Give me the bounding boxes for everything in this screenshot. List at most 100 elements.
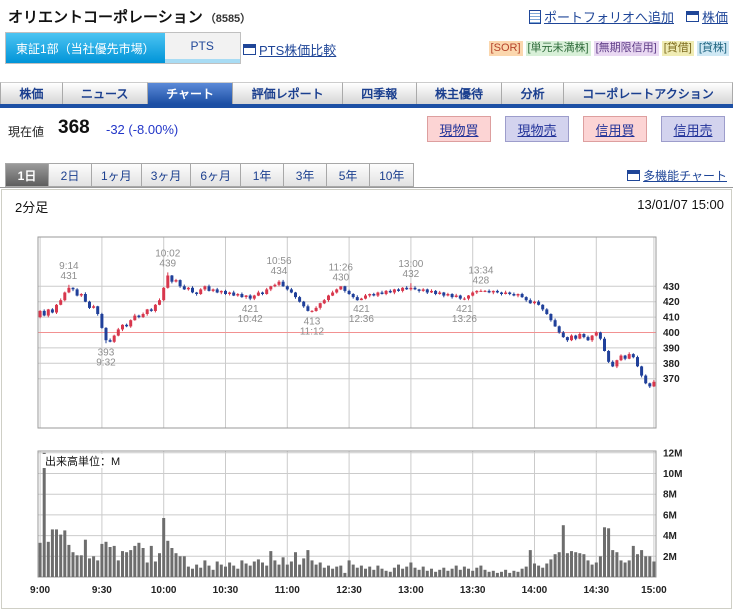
svg-text:9:30: 9:30 <box>92 585 112 596</box>
header-link-add-portfolio[interactable]: ポートフォリオへ追加 <box>528 7 674 26</box>
svg-text:421: 421 <box>242 304 259 315</box>
pts-compare-link[interactable]: PTS株価比較 <box>243 40 336 59</box>
header-link-kabuka[interactable]: 株価 <box>685 7 728 26</box>
svg-text:9:14: 9:14 <box>59 261 79 272</box>
chart-panel: 2分足 13/01/07 15:00 430 420 410 400 390 380 370… <box>1 189 732 609</box>
header: オリエントコーポレーション （8585） ポートフォリオへ追加 株価 <box>0 2 733 30</box>
period-tab-10y[interactable]: 10年 <box>370 163 415 187</box>
interval-label: 2分足 <box>15 200 49 215</box>
svg-text:410: 410 <box>663 313 680 324</box>
header-links: ポートフォリオへ追加 株価 <box>528 7 728 26</box>
order-button-margin-sell[interactable]: 信用売 <box>661 116 725 142</box>
badge-kashikabu: [貸株] <box>696 41 729 56</box>
svg-text:439: 439 <box>159 258 176 269</box>
svg-text:15:00: 15:00 <box>641 585 667 596</box>
period-tab-2d[interactable]: 2日 <box>49 163 92 187</box>
nav-tab-news[interactable]: ニュース <box>62 82 148 104</box>
svg-text:434: 434 <box>271 266 288 277</box>
svg-text:9:00: 9:00 <box>30 585 50 596</box>
svg-text:390: 390 <box>663 343 680 354</box>
svg-text:431: 431 <box>61 271 78 282</box>
price-change: -32 (-8.00%) <box>106 122 179 137</box>
header-link-label: ポートフォリオへ追加 <box>543 10 674 25</box>
badge-taishaku: [貸借] <box>661 41 694 56</box>
svg-text:430: 430 <box>663 282 680 293</box>
period-tab-6mo[interactable]: 6ヶ月 <box>191 163 242 187</box>
window-icon <box>685 11 699 22</box>
svg-text:428: 428 <box>473 275 490 286</box>
svg-text:13:00: 13:00 <box>398 585 424 596</box>
svg-text:430: 430 <box>332 272 349 283</box>
period-tab-3mo[interactable]: 3ヶ月 <box>141 163 192 187</box>
svg-text:10:30: 10:30 <box>213 585 239 596</box>
svg-text:421: 421 <box>353 304 370 315</box>
period-tab-1d[interactable]: 1日 <box>5 163 49 187</box>
svg-text:11:12: 11:12 <box>300 326 325 337</box>
nav-tab-chart[interactable]: チャート <box>147 82 234 104</box>
market-tab-tosho-1bu[interactable]: 東証1部（当社優先市場） <box>6 33 165 63</box>
stock-code: （8585） <box>204 13 252 25</box>
multi-chart-label: 多機能チャート <box>643 169 727 183</box>
market-row: 東証1部（当社優先市場） PTS PTS株価比較 [SOR] [単元未満株] [無期限… <box>0 32 733 64</box>
pts-compare-label: PTS株価比較 <box>259 43 337 58</box>
svg-text:6M: 6M <box>663 510 677 521</box>
order-button-genbutsu-buy[interactable]: 現物買 <box>427 116 491 142</box>
attribute-badges: [SOR] [単元未満株] [無期限信用] [貸借] [貸株] <box>488 41 729 56</box>
period-tab-1mo[interactable]: 1ヶ月 <box>92 163 142 187</box>
svg-text:10M: 10M <box>663 469 682 480</box>
window-icon <box>627 170 641 181</box>
nav-tab-corporate-action[interactable]: コーポレートアクション <box>563 82 733 104</box>
stock-chart-svg: 4304204104003903803702M4M6M8M10M12M9:144… <box>30 236 682 596</box>
order-buttons: 現物買 現物売 信用買 信用売 <box>427 116 725 142</box>
nav-tab-kabuka[interactable]: 株価 <box>0 82 63 104</box>
period-row: 1日 2日 1ヶ月 3ヶ月 6ヶ月 1年 3年 5年 10年 多機能チャート <box>0 162 733 188</box>
page-title: オリエントコーポレーション （8585） <box>8 6 251 27</box>
svg-text:10:56: 10:56 <box>267 256 292 267</box>
svg-text:370: 370 <box>663 374 680 385</box>
badge-mukigen-shinyo: [無期限信用] <box>593 41 659 56</box>
period-tab-5y[interactable]: 5年 <box>327 163 371 187</box>
nav-tab-bunseki[interactable]: 分析 <box>502 82 564 104</box>
multi-chart-wrap: 多機能チャート <box>627 167 727 184</box>
svg-text:12:30: 12:30 <box>336 585 362 596</box>
svg-text:421: 421 <box>456 304 473 315</box>
svg-text:393: 393 <box>98 347 115 358</box>
order-button-genbutsu-sell[interactable]: 現物売 <box>505 116 569 142</box>
current-price-value: 368 <box>58 117 90 138</box>
period-tab-3y[interactable]: 3年 <box>284 163 328 187</box>
svg-text:10:42: 10:42 <box>238 314 263 325</box>
svg-text:380: 380 <box>663 359 680 370</box>
nav-tabs: 株価 ニュース チャート 評価レポート 四季報 株主優待 分析 コーポレートアクション <box>0 82 733 108</box>
pts-compare-wrap: PTS株価比較 <box>243 40 336 59</box>
svg-text:400: 400 <box>663 328 680 339</box>
nav-tab-shikiho[interactable]: 四季報 <box>342 82 417 104</box>
window-icon <box>243 44 256 55</box>
chart-info-row: 2分足 13/01/07 15:00 <box>2 190 731 215</box>
market-tab-pts[interactable]: PTS <box>164 33 240 63</box>
svg-text:12:36: 12:36 <box>349 314 374 325</box>
header-link-label: 株価 <box>701 10 728 25</box>
svg-text:13:00: 13:00 <box>398 259 423 270</box>
svg-text:13:30: 13:30 <box>460 585 486 596</box>
period-tab-1y[interactable]: 1年 <box>241 163 285 187</box>
svg-text:4M: 4M <box>663 531 677 542</box>
svg-text:13:26: 13:26 <box>452 314 477 325</box>
svg-text:10:00: 10:00 <box>151 585 177 596</box>
period-tabs: 1日 2日 1ヶ月 3ヶ月 6ヶ月 1年 3年 5年 10年 <box>5 163 415 187</box>
svg-text:420: 420 <box>663 297 680 308</box>
svg-text:10:02: 10:02 <box>155 248 180 259</box>
multi-chart-link[interactable]: 多機能チャート <box>627 167 727 184</box>
svg-text:413: 413 <box>304 316 321 327</box>
nav-tab-yutai[interactable]: 株主優待 <box>416 82 503 104</box>
nav-tab-hyouka-report[interactable]: 評価レポート <box>233 82 343 104</box>
stock-name: オリエントコーポレーション <box>8 9 203 26</box>
svg-text:13:34: 13:34 <box>468 265 493 276</box>
svg-text:14:00: 14:00 <box>522 585 548 596</box>
svg-text:14:30: 14:30 <box>583 585 609 596</box>
chart-timestamp: 13/01/07 15:00 <box>637 197 724 212</box>
order-button-margin-buy[interactable]: 信用買 <box>583 116 647 142</box>
current-price-label: 現在値 <box>8 125 45 139</box>
svg-text:2M: 2M <box>663 552 677 563</box>
svg-text:出来高単位：M: 出来高単位：M <box>45 454 120 468</box>
